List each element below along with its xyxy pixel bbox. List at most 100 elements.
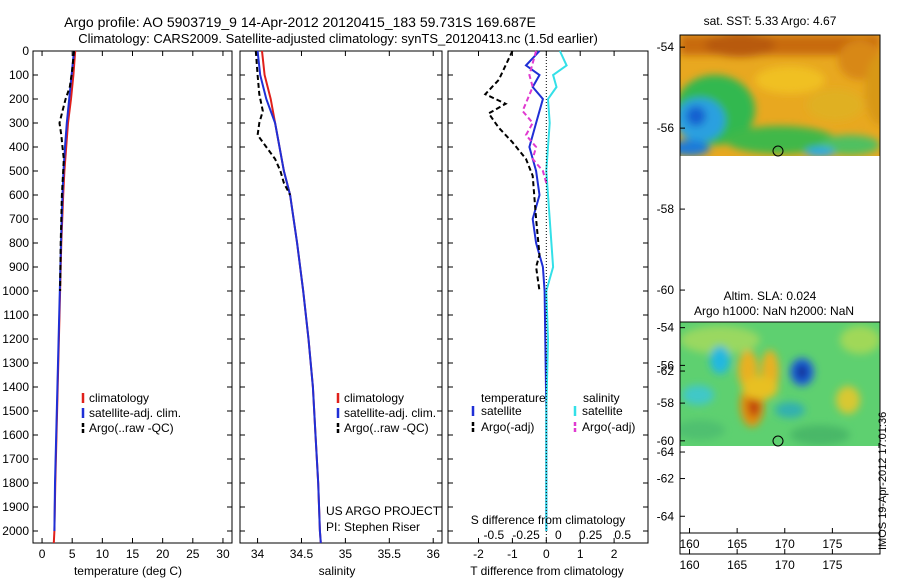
map-y-tick-label: -62 <box>657 364 675 378</box>
sst-argo-position-marker <box>772 145 784 157</box>
depth-tick-label: 1000 <box>2 284 29 298</box>
depth-tick-label: 1900 <box>2 500 29 514</box>
pi-label: PI: Stephen Riser <box>326 520 420 534</box>
map-x-tick-label: 170 <box>775 537 795 551</box>
temperature-panel <box>32 50 233 544</box>
sst-map-title: sat. SST: 5.33 Argo: 4.67 <box>704 14 837 28</box>
depth-tick-label: 300 <box>9 116 29 130</box>
map-y-tick-label: -58 <box>657 396 675 410</box>
series-line-satellite-adj-clim- <box>53 50 75 532</box>
legend-label: Argo(-adj) <box>481 420 534 434</box>
legend-label: climatology <box>344 391 404 405</box>
salinity-legend: climatology satellite-adj. clim. Argo(..… <box>336 391 436 435</box>
depth-tick-label: 1500 <box>2 404 29 418</box>
map-y-tick-label: -60 <box>657 434 675 448</box>
map-x-tick-label: 175 <box>822 537 842 551</box>
map-y-tick-label: -56 <box>657 121 675 135</box>
map-y-tick-label: -60 <box>657 283 675 297</box>
series-line-climatology <box>52 50 77 544</box>
salinity-tick-label: 0.5 <box>614 528 631 542</box>
depth-tick-label: 1300 <box>2 356 29 370</box>
legend-label: Argo(..raw -QC) <box>89 421 174 435</box>
sla-map-frame <box>679 321 881 555</box>
depth-tick-label: 900 <box>9 260 29 274</box>
figure-title-line2: Climatology: CARS2009. Satellite-adjuste… <box>78 31 598 46</box>
depth-tick-label: 200 <box>9 92 29 106</box>
series-line-argo-raw-qc- <box>254 50 291 196</box>
salinity-xlabel: salinity <box>319 564 356 578</box>
map-y-tick-label: -62 <box>657 472 675 486</box>
legend-heading-temperature: temperature <box>481 391 546 405</box>
x-tick-label: 10 <box>96 547 110 561</box>
legend-label: satellite <box>582 404 623 418</box>
depth-tick-label: 700 <box>9 212 29 226</box>
depth-tick-label: 1700 <box>2 452 29 466</box>
sst-map-frame <box>679 34 881 534</box>
series-line-argo-adj- <box>483 50 541 292</box>
difference-plot: -2 -1 0 1 2-0.5 -0.25 0 0.25 0.5 <box>448 50 648 561</box>
temperature-legend: climatology satellite-adj. clim. Argo(..… <box>81 391 181 435</box>
series-line-argo-adj- <box>521 50 548 184</box>
map-y-tick-label: -54 <box>657 40 675 54</box>
legend-label: satellite-adj. clim. <box>344 406 436 420</box>
map-y-tick-label: -58 <box>657 202 675 216</box>
depth-tick-label: 800 <box>9 236 29 250</box>
temperature-plot: 0 5 10 15 20 25 30 <box>33 50 232 561</box>
map-y-tick-label: -54 <box>657 321 675 335</box>
sla-argo-position-marker <box>772 435 784 447</box>
x-tick-label: -2 <box>473 547 484 561</box>
x-tick-label: 36 <box>427 547 441 561</box>
legend-label: climatology <box>89 391 149 405</box>
x-tick-label: 2 <box>611 547 618 561</box>
depth-tick-label: 500 <box>9 164 29 178</box>
depth-tick-label: 0 <box>22 44 29 58</box>
salinity-panel <box>239 50 443 544</box>
x-tick-label: 1 <box>577 547 584 561</box>
depth-tick-label: 600 <box>9 188 29 202</box>
temperature-xlabel: temperature (deg C) <box>74 564 182 578</box>
series-line-satellite <box>545 50 568 531</box>
figure-title-line1: Argo profile: AO 5903719_9 14-Apr-2012 2… <box>64 14 536 30</box>
sla-map-subtitle: Argo h1000: NaN h2000: NaN <box>694 304 854 318</box>
map-y-tick-label: -56 <box>657 358 675 372</box>
timestamp-stamp: IMOS 19-Apr-2012 17:01:36 <box>877 411 889 550</box>
series-line-satellite-adj-clim- <box>256 50 322 544</box>
difference-xlabel: T difference from climatology <box>470 564 624 578</box>
difference-xlabel-top: S difference from climatology <box>471 513 626 527</box>
legend-label: satellite-adj. clim. <box>89 406 181 420</box>
salinity-plot: 34 34.5 35 35.5 36 <box>240 50 442 561</box>
x-tick-label: 5 <box>69 547 76 561</box>
x-tick-label: 0 <box>543 547 550 561</box>
difference-legend: temperature salinity satellite Argo(-adj… <box>471 391 635 434</box>
legend-label: Argo(..raw -QC) <box>344 421 429 435</box>
x-tick-label: 34.5 <box>290 547 314 561</box>
x-tick-label: 25 <box>186 547 200 561</box>
x-tick-label: -1 <box>507 547 518 561</box>
salinity-tick-label: 0.25 <box>579 528 603 542</box>
project-label: US ARGO PROJECT <box>326 504 441 518</box>
salinity-tick-label: 0 <box>555 528 562 542</box>
difference-panel <box>447 50 649 544</box>
series-line-argo-raw-qc- <box>58 50 75 292</box>
map-y-tick-label: -64 <box>657 509 675 523</box>
salinity-tick-label: -0.25 <box>512 528 540 542</box>
depth-tick-label: 1100 <box>3 308 29 322</box>
sst-heatmap <box>680 35 880 156</box>
depth-tick-label: 1600 <box>2 428 29 442</box>
sla-map-title: Altim. SLA: 0.024 <box>724 289 817 303</box>
map-x-tick-label: 160 <box>680 537 700 551</box>
series-line-satellite <box>524 50 548 531</box>
x-tick-label: 0 <box>39 547 46 561</box>
map-x-tick-label: 175 <box>822 558 842 572</box>
series-line-climatology <box>261 50 322 544</box>
depth-tick-label: 1400 <box>2 380 29 394</box>
depth-axis: 0 100 200 300 400 500 600 700 800 900 1000 1100 1200… <box>2 44 29 538</box>
sla-heatmap <box>680 322 880 446</box>
x-tick-label: 20 <box>156 547 170 561</box>
map-x-tick-label: 165 <box>727 537 747 551</box>
map-axes: 160 165 170 175 -54 -56 -58 -60 -62 -64 160 165 170 1… <box>657 40 843 572</box>
salinity-tick-label: -0.5 <box>484 528 505 542</box>
map-x-tick-label: 165 <box>727 558 747 572</box>
x-tick-label: 35.5 <box>378 547 402 561</box>
